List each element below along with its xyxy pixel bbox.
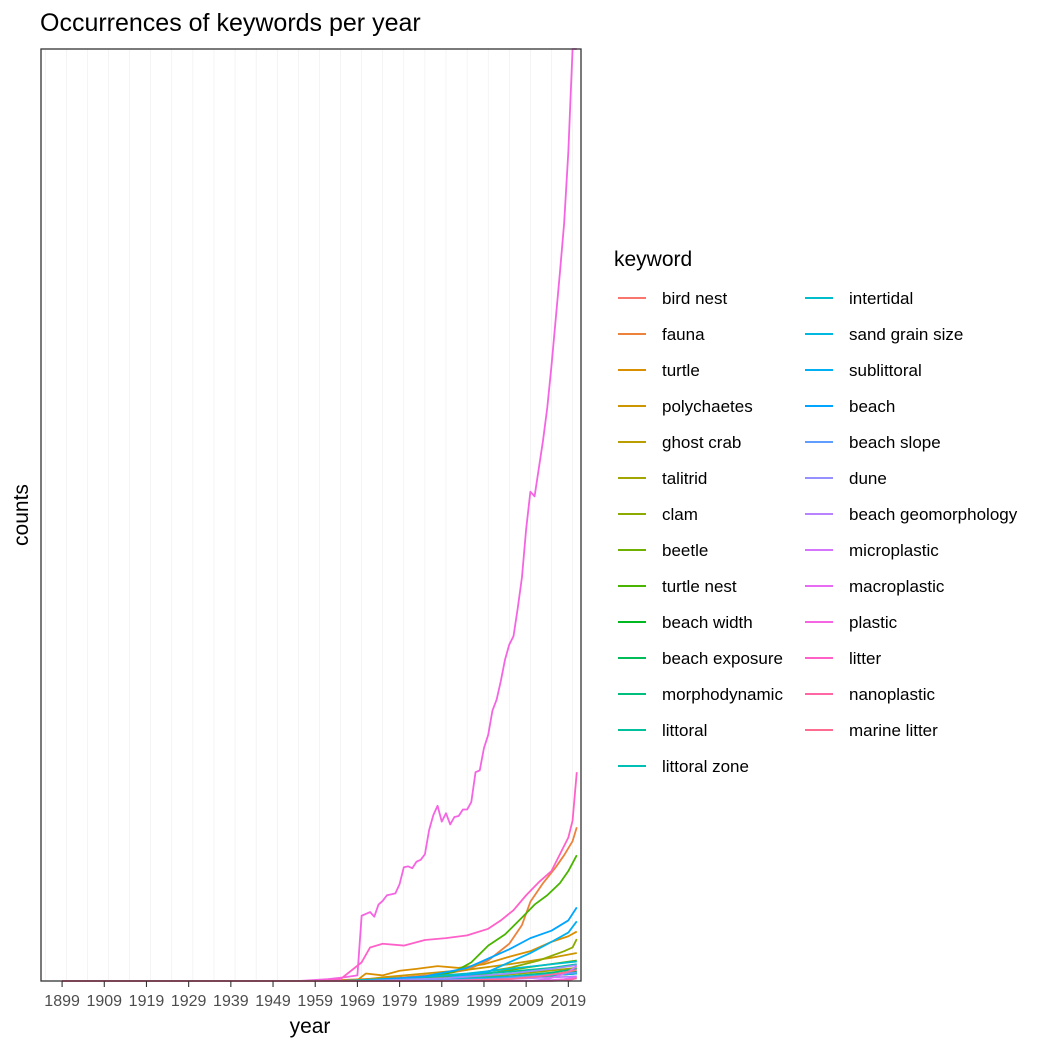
plot-background xyxy=(41,49,581,981)
legend-label: litter xyxy=(849,649,881,668)
legend-label: morphodynamic xyxy=(662,685,783,704)
x-axis-ticks: 1899 1909 1919 1929 1939 1949 1959 1969 1979 1989… xyxy=(44,981,586,1010)
x-tick-label: 2019 xyxy=(551,993,587,1010)
legend-label: bird nest xyxy=(662,289,727,308)
legend: bird nest fauna turtle polychaetes ghost cra… xyxy=(618,289,1018,776)
x-tick-label: 1979 xyxy=(382,993,418,1010)
legend-label: beach slope xyxy=(849,433,941,452)
x-tick-label: 1909 xyxy=(86,993,122,1010)
legend-label: sand grain size xyxy=(849,325,963,344)
legend-label: turtle xyxy=(662,361,700,380)
x-tick-label: 1989 xyxy=(424,993,460,1010)
legend-label: beach exposure xyxy=(662,649,783,668)
chart-title: Occurrences of keywords per year xyxy=(40,9,421,37)
legend-label: littoral zone xyxy=(662,757,749,776)
x-tick-label: 2009 xyxy=(508,993,544,1010)
legend-title: keyword xyxy=(614,248,692,271)
legend-label: microplastic xyxy=(849,541,939,560)
plot-border xyxy=(40,48,582,982)
y-axis-title: counts xyxy=(10,484,33,546)
legend-label: marine litter xyxy=(849,721,938,740)
x-tick-label: 1969 xyxy=(340,993,376,1010)
legend-label: beach width xyxy=(662,613,753,632)
x-tick-label: 1949 xyxy=(255,993,291,1010)
legend-label: intertidal xyxy=(849,289,913,308)
series-line xyxy=(62,772,578,982)
legend-label: beetle xyxy=(662,541,708,560)
series-line xyxy=(62,906,578,982)
x-tick-label: 1959 xyxy=(297,993,333,1010)
legend-label: plastic xyxy=(849,613,898,632)
legend-label: ghost crab xyxy=(662,433,741,452)
legend-label: sublittoral xyxy=(849,361,922,380)
x-tick-label: 1929 xyxy=(171,993,207,1010)
x-tick-label: 1999 xyxy=(466,993,502,1010)
legend-label: talitrid xyxy=(662,469,707,488)
legend-label: fauna xyxy=(662,325,705,344)
legend-label: nanoplastic xyxy=(849,685,936,704)
x-tick-label: 1899 xyxy=(44,993,80,1010)
legend-label: turtle nest xyxy=(662,577,737,596)
legend-label: polychaetes xyxy=(662,397,753,416)
gridlines xyxy=(44,49,573,981)
x-tick-label: 1919 xyxy=(129,993,165,1010)
legend-label: macroplastic xyxy=(849,577,945,596)
legend-label: clam xyxy=(662,505,698,524)
x-tick-label: 1939 xyxy=(213,993,249,1010)
series-lines xyxy=(62,48,578,982)
series-line xyxy=(62,48,577,982)
legend-label: dune xyxy=(849,469,887,488)
legend-label: littoral xyxy=(662,721,707,740)
legend-label: beach xyxy=(849,397,895,416)
legend-label: beach geomorphology xyxy=(849,505,1018,524)
x-axis-title: year xyxy=(290,1015,331,1038)
